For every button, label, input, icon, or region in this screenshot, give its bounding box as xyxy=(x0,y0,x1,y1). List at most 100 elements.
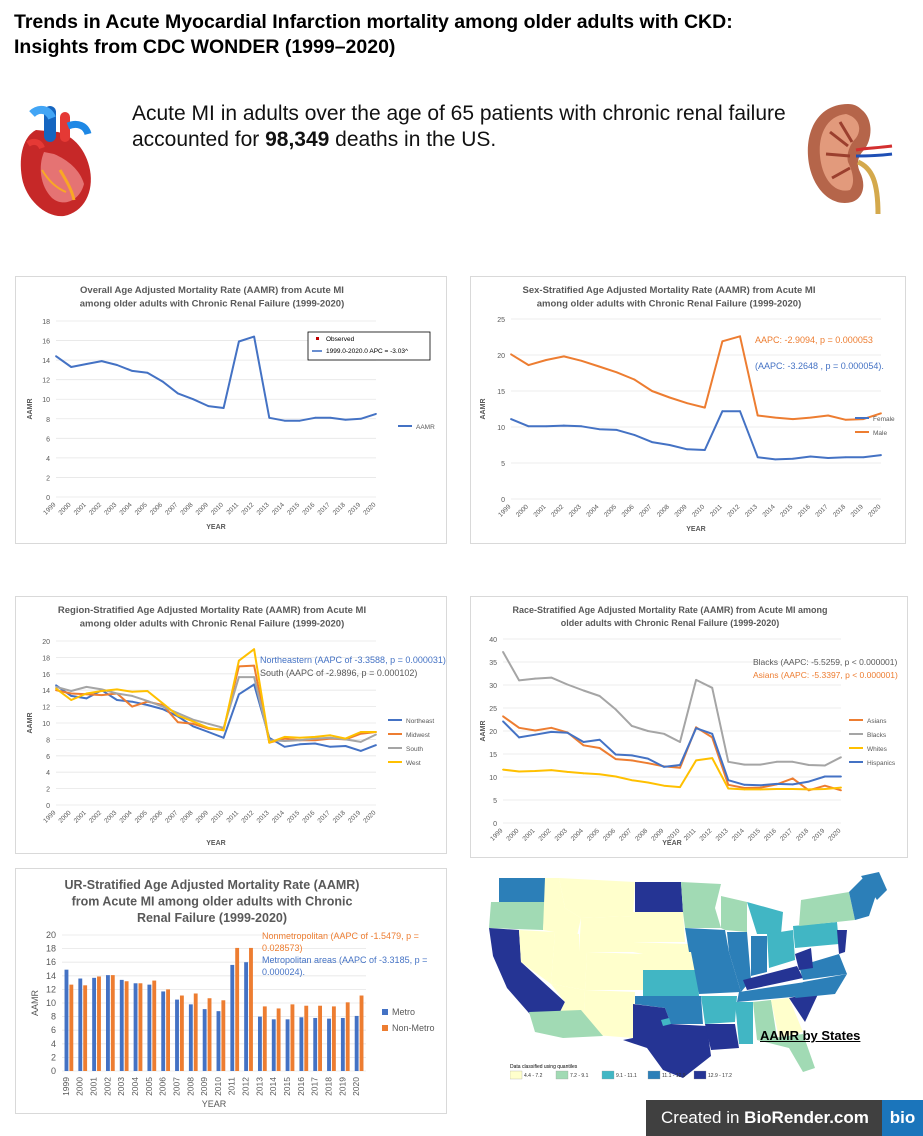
bar-metro-2018 xyxy=(327,1019,331,1071)
data-point-aamr xyxy=(86,363,88,365)
y-tick-label: 14 xyxy=(46,971,56,981)
data-point-female xyxy=(669,444,671,446)
x-tick-label: 2009 xyxy=(199,1077,209,1096)
x-tick-label: 2020 xyxy=(867,503,882,518)
y-tick-label: 2 xyxy=(46,475,50,482)
map-legend-swatch xyxy=(556,1071,568,1079)
x-axis-title: YEAR xyxy=(206,524,225,531)
data-point-female xyxy=(880,454,882,456)
footer-brand: BioRender.com xyxy=(744,1108,869,1127)
data-point-hispanics xyxy=(760,784,762,786)
data-point-male xyxy=(827,415,829,417)
data-point-hispanics xyxy=(615,754,617,756)
bar-metro-2012 xyxy=(244,962,248,1071)
chart-title-line: Overall Age Adjusted Mortality Rate (AAM… xyxy=(80,285,344,296)
x-tick-label: 2014 xyxy=(271,809,286,824)
data-point-male xyxy=(792,418,794,420)
data-point-south xyxy=(147,700,149,702)
data-point-female xyxy=(774,459,776,461)
chart-annotation: Northeastern (AAPC of -3.3588, p = 0.000… xyxy=(260,655,446,665)
data-point-blacks xyxy=(760,764,762,766)
data-point-aamr xyxy=(116,364,118,366)
data-point-blacks xyxy=(727,761,729,763)
data-point-asians xyxy=(599,747,601,749)
data-point-whites xyxy=(518,771,520,773)
x-tick-label: 2001 xyxy=(532,503,547,518)
x-tick-label: 2016 xyxy=(763,827,778,842)
y-tick-label: 10 xyxy=(46,998,56,1008)
legend-box-label: 1999.0-2020.0 APC = -3.03^ xyxy=(326,348,409,355)
data-point-west xyxy=(375,731,377,733)
x-tick-label: 2018 xyxy=(832,503,847,518)
bar-non-metro-2013 xyxy=(263,1006,267,1071)
bar-metro-2009 xyxy=(203,1009,207,1071)
data-point-male xyxy=(757,415,759,417)
data-point-female xyxy=(545,425,547,427)
data-point-aamr xyxy=(360,418,362,420)
map-legend-swatch xyxy=(602,1071,614,1079)
y-tick-label: 6 xyxy=(46,754,50,761)
x-tick-label: 2014 xyxy=(731,827,746,842)
data-point-west xyxy=(329,734,331,736)
data-point-blacks xyxy=(695,679,697,681)
data-point-blacks xyxy=(679,741,681,743)
x-tick-label: 2013 xyxy=(744,503,759,518)
data-point-west xyxy=(192,720,194,722)
bar-non-metro-2002 xyxy=(111,975,115,1071)
data-point-south xyxy=(299,739,301,741)
y-tick-label: 20 xyxy=(46,930,56,940)
y-tick-label: 0 xyxy=(501,497,505,504)
chart-title-line: UR-Stratified Age Adjusted Mortality Rat… xyxy=(65,878,360,892)
data-point-whites xyxy=(502,769,504,771)
y-tick-label: 10 xyxy=(497,425,505,432)
x-tick-label: 2014 xyxy=(271,501,286,516)
y-tick-label: 16 xyxy=(42,672,50,679)
data-point-female xyxy=(686,448,688,450)
bar-metro-2005 xyxy=(147,985,151,1071)
data-point-west xyxy=(147,690,149,692)
x-tick-label: 2007 xyxy=(638,503,653,518)
bar-metro-2003 xyxy=(120,980,124,1071)
data-point-male xyxy=(669,397,671,399)
data-point-male xyxy=(845,419,847,421)
bar-non-metro-2009 xyxy=(208,998,212,1071)
page-title-line2: Insights from CDC WONDER (1999–2020) xyxy=(14,35,914,60)
x-tick-label: 1999 xyxy=(42,501,57,516)
x-tick-label: 2014 xyxy=(268,1077,278,1096)
data-point-aamr xyxy=(314,417,316,419)
map-legend-swatch xyxy=(694,1071,706,1079)
summary-text: Acute MI in adults over the age of 65 pa… xyxy=(132,101,792,153)
x-tick-label: 2019 xyxy=(347,809,362,824)
chart-annotation: South (AAPC of -2.9896, p = 0.000102) xyxy=(260,668,417,678)
data-point-whites xyxy=(583,772,585,774)
x-tick-label: 2013 xyxy=(256,809,271,824)
legend-swatch xyxy=(382,1025,388,1031)
data-point-aamr xyxy=(268,417,270,419)
x-tick-label: 2004 xyxy=(570,827,585,842)
x-tick-label: 2019 xyxy=(347,501,362,516)
x-tick-label: 2005 xyxy=(586,827,601,842)
bar-non-metro-2003 xyxy=(125,981,129,1071)
data-point-south xyxy=(86,686,88,688)
chart-annotation: (AAPC: -3.2648 , p = 0.000054). xyxy=(755,361,884,371)
map-state-ia xyxy=(685,928,729,952)
data-point-west xyxy=(314,736,316,738)
data-point-asians xyxy=(631,760,633,762)
y-tick-label: 18 xyxy=(42,655,50,662)
y-tick-label: 0 xyxy=(493,821,497,828)
biorender-footer: Created in BioRender.com bio xyxy=(646,1100,923,1136)
data-point-male xyxy=(722,340,724,342)
x-tick-label: 2006 xyxy=(621,503,636,518)
x-tick-label: 2003 xyxy=(116,1077,126,1096)
data-point-aamr xyxy=(207,405,209,407)
data-point-aamr xyxy=(162,381,164,383)
data-point-aamr xyxy=(238,341,240,343)
data-point-hispanics xyxy=(502,720,504,722)
legend-label: Female xyxy=(873,416,895,423)
bar-metro-2013 xyxy=(258,1017,262,1071)
y-tick-label: 18 xyxy=(42,319,50,326)
chart-sex: Sex-Stratified Age Adjusted Mortality Ra… xyxy=(471,277,906,544)
map-state-ny xyxy=(799,892,855,926)
map-legend-label: 9.1 - 11.1 xyxy=(616,1073,637,1079)
chart-title-line: from Acute MI among older adults with Ch… xyxy=(72,895,353,909)
